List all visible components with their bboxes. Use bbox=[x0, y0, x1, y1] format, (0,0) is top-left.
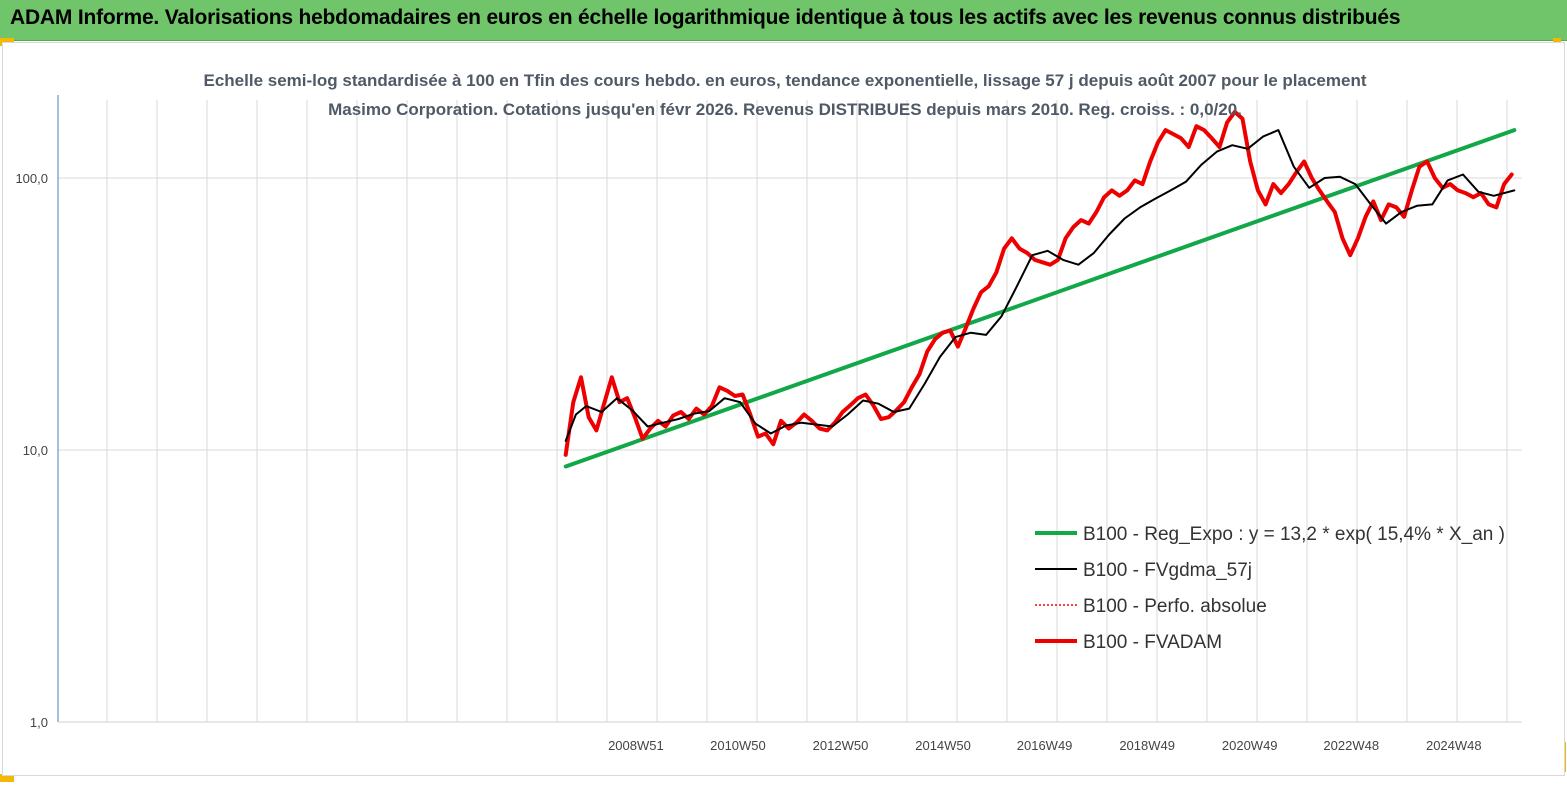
series-line-0 bbox=[563, 128, 1517, 469]
report-title: ADAM Informe. Valorisations hebdomadaire… bbox=[10, 6, 1401, 29]
x-tick-label: 2016W49 bbox=[1017, 738, 1073, 753]
x-tick-label: 2014W50 bbox=[915, 738, 971, 753]
header-bar: ADAM Informe. Valorisations hebdomadaire… bbox=[0, 0, 1567, 41]
x-tick-label: 2018W49 bbox=[1119, 738, 1175, 753]
y-tick-label: 100,0 bbox=[15, 171, 48, 186]
series-line-3 bbox=[563, 109, 1514, 457]
series-line-1 bbox=[564, 129, 1516, 442]
x-tick-label: 2012W50 bbox=[813, 738, 869, 753]
x-tick-label: 2008W51 bbox=[608, 738, 664, 753]
x-tick-label: 2022W48 bbox=[1323, 738, 1379, 753]
y-tick-label: 1,0 bbox=[30, 715, 48, 730]
y-tick-label: 10,0 bbox=[23, 443, 48, 458]
legend-label: B100 - Perfo. absolue bbox=[1083, 596, 1267, 617]
chart-title: Echelle semi-log standardisée à 100 en T… bbox=[203, 71, 1367, 119]
legend-label: B100 - FVgdma_57j bbox=[1083, 560, 1252, 581]
corner-marker-bottom-left bbox=[0, 774, 14, 782]
legend-label: B100 - FVADAM bbox=[1083, 632, 1222, 653]
x-tick-label: 2010W50 bbox=[710, 738, 766, 753]
x-tick-label: 2024W48 bbox=[1426, 738, 1482, 753]
legend-label: B100 - Reg_Expo : y = 13,2 * exp( 15,4% … bbox=[1083, 524, 1505, 545]
x-tick-label: 2020W49 bbox=[1222, 738, 1278, 753]
